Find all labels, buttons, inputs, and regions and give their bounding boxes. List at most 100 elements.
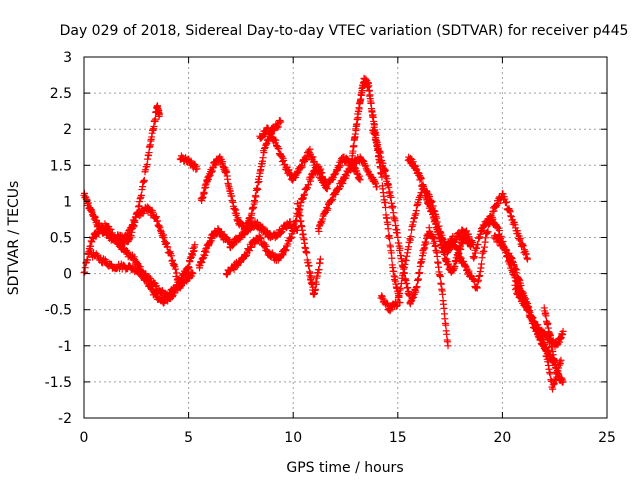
- data-point: [354, 114, 362, 122]
- y-axis-label: SDTVAR / TECUs: [6, 181, 22, 296]
- data-point: [305, 262, 313, 270]
- y-tick-label: 0: [63, 267, 72, 283]
- data-point: [513, 277, 521, 285]
- data-point: [413, 283, 421, 291]
- data-point: [524, 255, 532, 263]
- chart-title: Day 029 of 2018, Sidereal Day-to-day VTE…: [60, 23, 629, 39]
- x-tick-label: 0: [80, 430, 89, 446]
- data-point: [541, 345, 549, 353]
- data-point: [519, 242, 527, 250]
- data-point: [315, 266, 323, 274]
- y-tick-label: -0.5: [45, 303, 72, 319]
- y-tick-label: -1.5: [45, 375, 72, 391]
- data-point: [407, 233, 415, 241]
- data-point: [416, 269, 424, 277]
- data-point: [559, 378, 567, 386]
- data-point: [477, 260, 485, 268]
- data-point: [414, 275, 422, 283]
- data-point: [467, 241, 475, 249]
- data-point: [356, 176, 364, 184]
- data-point: [107, 225, 115, 233]
- series-sat-m: [369, 126, 452, 350]
- data-point: [559, 327, 567, 335]
- series-sat-d: [101, 203, 184, 292]
- data-point: [124, 231, 132, 239]
- data-point: [451, 263, 459, 271]
- data-point: [173, 269, 181, 277]
- data-point: [130, 218, 138, 226]
- series-sat-h: [222, 161, 331, 279]
- data-point: [547, 336, 555, 344]
- x-tick-label: 25: [598, 430, 616, 446]
- series-sat-j: [293, 200, 324, 298]
- data-point: [233, 209, 241, 217]
- data-point: [439, 290, 447, 298]
- data-point: [381, 167, 389, 175]
- series-sat-b: [80, 102, 163, 250]
- data-point: [176, 284, 184, 292]
- data-point: [185, 264, 193, 272]
- series-sat-i: [256, 124, 364, 193]
- x-tick-label: 15: [389, 430, 407, 446]
- data-point: [388, 254, 396, 262]
- y-tick-label: 1.5: [50, 158, 72, 174]
- data-point: [470, 253, 478, 261]
- data-point: [506, 258, 514, 266]
- data-point: [298, 163, 306, 171]
- axis-ticks: 0 5 10 15 20 25 -2 -1.5 -1 -0.5 0 0.5 1 1.5 2 2.5 3: [45, 50, 616, 446]
- data-point: [495, 227, 503, 235]
- y-tick-label: -1: [58, 339, 72, 355]
- series-sat-t: [540, 304, 567, 386]
- y-tick-label: 2.5: [50, 86, 72, 102]
- data-point: [127, 225, 135, 233]
- data-point: [101, 256, 109, 264]
- series-sat-p: [440, 190, 532, 292]
- data-point: [131, 217, 139, 225]
- data-point: [557, 356, 565, 364]
- data-point: [193, 165, 201, 173]
- data-point: [311, 285, 319, 293]
- data-point: [123, 230, 131, 238]
- data-point: [484, 228, 492, 236]
- x-tick-label: 5: [184, 430, 193, 446]
- y-tick-label: 1: [63, 194, 72, 210]
- data-point: [323, 185, 331, 193]
- data-point: [546, 370, 554, 378]
- data-point: [259, 154, 267, 162]
- data-point: [396, 244, 404, 252]
- x-tick-label: 20: [493, 430, 511, 446]
- x-tick-label: 10: [284, 430, 302, 446]
- data-point: [189, 251, 197, 259]
- series-sat-o: [404, 153, 475, 276]
- data-point: [444, 342, 452, 350]
- data-point: [373, 183, 381, 191]
- series-sat-l: [348, 74, 404, 307]
- data-point: [312, 280, 320, 288]
- y-tick-label: 0.5: [50, 231, 72, 247]
- data-point: [140, 176, 148, 184]
- series-sat-k: [314, 153, 381, 235]
- series-sat-c: [84, 241, 199, 307]
- data-point: [417, 175, 425, 183]
- data-point: [108, 229, 116, 237]
- series-sat-g: [197, 117, 285, 236]
- series-sat-e: [176, 152, 201, 173]
- data-point: [128, 222, 136, 230]
- y-tick-label: 2: [63, 122, 72, 138]
- data-point: [252, 193, 260, 201]
- data-point: [277, 118, 285, 126]
- data-point: [437, 234, 445, 242]
- data-point: [151, 115, 159, 123]
- data-point: [384, 225, 392, 233]
- y-tick-label: -2: [58, 411, 72, 427]
- data-point: [473, 284, 481, 292]
- data-point: [385, 183, 393, 191]
- data-point: [254, 185, 262, 193]
- data-point: [251, 198, 259, 206]
- data-point: [306, 269, 314, 277]
- data-point: [86, 246, 94, 254]
- data-point: [474, 240, 482, 248]
- data-point: [382, 203, 390, 211]
- data-point: [155, 111, 163, 119]
